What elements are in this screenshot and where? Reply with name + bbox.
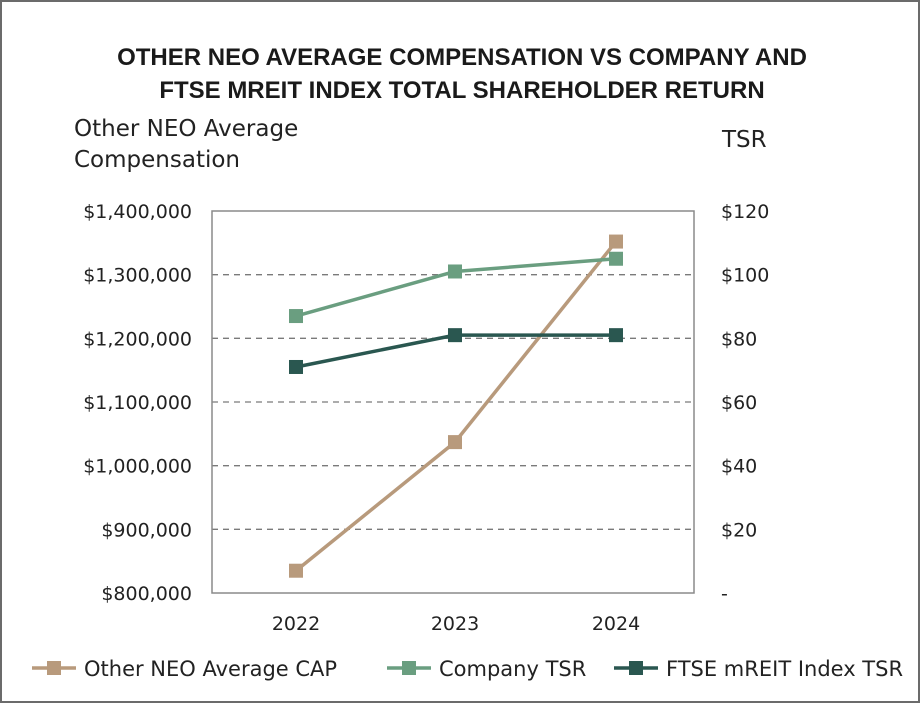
series-line <box>294 240 618 573</box>
y-left-tick-label: $1,000,000 <box>83 456 192 478</box>
y-left-tick-label: $900,000 <box>101 519 192 541</box>
series-layer <box>289 234 623 578</box>
data-point-marker <box>448 264 462 279</box>
legend-label: FTSE mREIT Index TSR <box>666 657 903 681</box>
y-left-tick-label: $1,200,000 <box>83 328 192 350</box>
y-left-tick-label: $800,000 <box>101 583 192 605</box>
legend-item: Other NEO Average CAP <box>32 657 337 681</box>
legend-label: Company TSR <box>439 657 586 681</box>
legend-item: Company TSR <box>387 657 586 681</box>
data-point-marker <box>289 563 303 578</box>
series-ftse-mreit-index-tsr <box>289 328 623 374</box>
y-right-tick-label: - <box>721 583 728 605</box>
y-left-tick-label: $1,300,000 <box>83 265 192 287</box>
y-right-tick-labels: $120 $100 $80 $60 $40 $20 - <box>721 201 769 605</box>
y-right-tick-label: $100 <box>721 265 769 287</box>
y-right-tick-label: $80 <box>721 328 757 350</box>
data-point-marker <box>609 251 623 266</box>
data-point-marker <box>289 309 303 324</box>
y-left-tick-label: $1,400,000 <box>83 201 192 223</box>
data-point-marker <box>609 328 623 343</box>
data-point-marker <box>289 359 303 374</box>
y-right-tick-label: $60 <box>721 392 757 414</box>
legend-marker-swatch <box>629 661 643 675</box>
data-point-marker <box>448 328 462 343</box>
legend-item: FTSE mREIT Index TSR <box>614 657 903 681</box>
series-other-neo-average-cap <box>289 234 623 578</box>
legend: Other NEO Average CAP Company TSR FTSE mRE… <box>32 657 903 681</box>
chart-title-line-2: FTSE MREIT INDEX TOTAL SHAREHOLDER RETUR… <box>159 77 764 104</box>
x-tick-label: 2023 <box>431 613 479 635</box>
y-left-axis-title-line-2: Compensation <box>74 147 240 173</box>
legend-marker-swatch <box>402 661 416 675</box>
y-left-tick-labels: $1,400,000 $1,300,000 $1,200,000 $1,100,000… <box>83 201 192 605</box>
y-right-axis-title: TSR <box>721 127 767 153</box>
legend-label: Other NEO Average CAP <box>84 657 337 681</box>
grid-layer <box>212 274 694 530</box>
y-right-tick-label: $40 <box>721 456 757 478</box>
x-tick-labels: 2022 2023 2024 <box>272 613 640 635</box>
chart-title-line-1: OTHER NEO AVERAGE COMPENSATION VS COMPAN… <box>117 44 807 71</box>
y-right-tick-label: $120 <box>721 201 769 223</box>
y-left-tick-label: $1,100,000 <box>83 392 192 414</box>
y-right-tick-label: $20 <box>721 519 757 541</box>
legend-marker-swatch <box>47 661 61 675</box>
series-company-tsr <box>289 251 623 324</box>
x-tick-label: 2022 <box>272 613 320 635</box>
plot-area-border <box>211 210 695 594</box>
data-point-marker <box>609 234 623 249</box>
x-tick-label: 2024 <box>592 613 640 635</box>
y-left-axis-title-line-1: Other NEO Average <box>74 116 298 142</box>
data-point-marker <box>448 435 462 450</box>
